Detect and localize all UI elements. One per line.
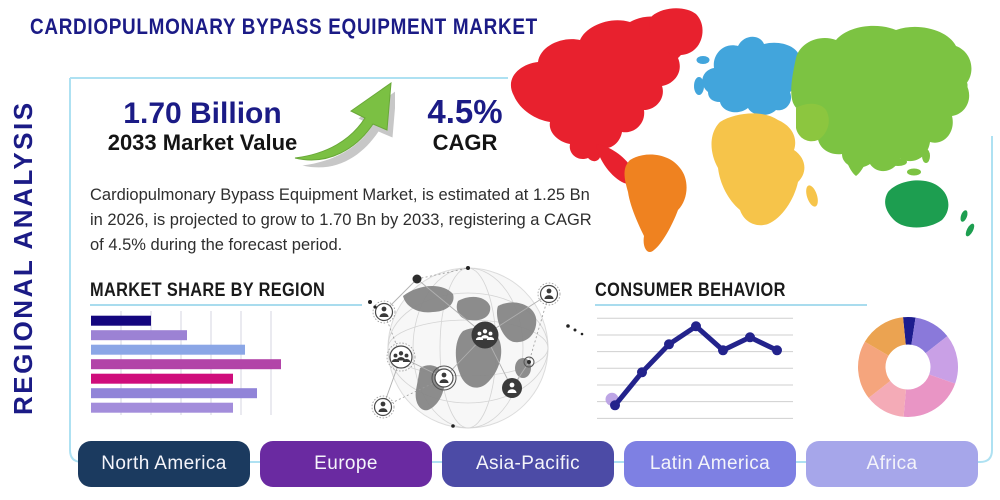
donut-slice-2 [925, 336, 958, 384]
map-australia [885, 180, 949, 228]
region-button-africa[interactable]: Africa [806, 441, 978, 487]
map-africa [711, 113, 805, 226]
region-button-europe[interactable]: Europe [260, 441, 432, 487]
bar-region-6 [91, 402, 233, 413]
map-indonesia [889, 158, 907, 166]
donut-slice-3 [903, 374, 956, 417]
market-share-bar-chart [91, 311, 281, 415]
bar-region-1 [91, 330, 187, 341]
page-title: CARDIOPULMONARY BYPASS EQUIPMENT MARKET [30, 14, 538, 39]
bar-region-2 [91, 344, 245, 355]
map-new-zealand-n [960, 210, 968, 222]
map-madagascar [806, 185, 818, 207]
regional-share-donut-chart [858, 317, 958, 417]
region-buttons-row: North America Europe Asia-Pacific Latin … [78, 441, 978, 487]
cagr-stat: 4.5% CAGR [410, 93, 520, 156]
map-new-zealand-s [965, 223, 975, 237]
region-button-latin-america[interactable]: Latin America [624, 441, 796, 487]
donut-slice-4 [868, 380, 907, 417]
map-asia [791, 25, 972, 172]
market-value-number: 1.70 Billion [123, 97, 282, 130]
network-node-icons [371, 274, 561, 419]
bar-region-4 [91, 373, 233, 384]
map-north-america [510, 16, 685, 162]
market-value-label: 2033 Market Value [107, 130, 298, 155]
bar-chart-title-underline [90, 304, 362, 306]
market-value-stat: 1.70 Billion 2033 Market Value [95, 97, 310, 156]
bar-region-0 [91, 315, 151, 326]
bar-region-5 [91, 388, 257, 399]
region-button-asia-pacific[interactable]: Asia-Pacific [442, 441, 614, 487]
region-button-north-america[interactable]: North America [78, 441, 250, 487]
map-india [842, 130, 871, 176]
side-label-regional-analysis: REGIONAL ANALYSIS [8, 100, 38, 416]
line-chart-title-underline [595, 304, 867, 306]
cagr-number: 4.5% [427, 93, 503, 130]
globe-network-graphic [368, 266, 584, 429]
map-japan [956, 81, 968, 103]
bar-chart-title: MARKET SHARE BY REGION [90, 280, 326, 301]
map-iceland [696, 56, 710, 64]
map-greenland [649, 8, 703, 56]
market-description: Cardiopulmonary Bypass Equipment Market,… [90, 186, 592, 254]
map-uk [694, 77, 704, 95]
consumer-behavior-line-chart [597, 317, 793, 419]
world-map [510, 8, 975, 253]
map-philippines [922, 149, 930, 163]
map-indonesia-2 [907, 168, 921, 176]
donut-slice-0 [903, 317, 916, 345]
donut-slice-1 [911, 317, 948, 354]
map-middle-east [796, 103, 829, 142]
growth-arrow-icon [294, 81, 395, 168]
bar-region-3 [91, 359, 281, 370]
map-europe [702, 36, 803, 116]
donut-slice-6 [864, 317, 906, 356]
donut-slice-5 [858, 341, 891, 398]
map-south-america [624, 154, 687, 253]
cagr-label: CAGR [432, 129, 498, 155]
line-chart-title: CONSUMER BEHAVIOR [595, 280, 786, 301]
